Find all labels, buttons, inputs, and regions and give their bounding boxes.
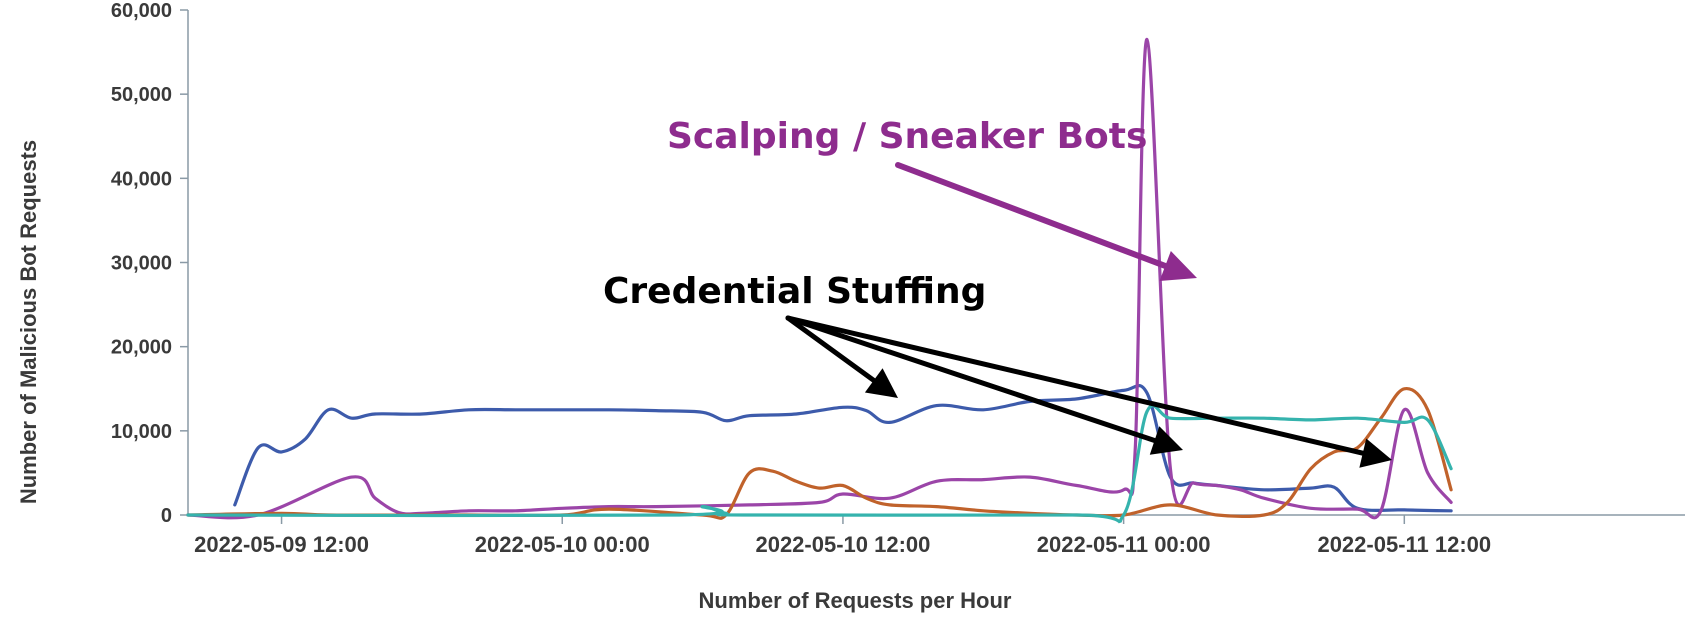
axes xyxy=(187,10,1685,516)
arrow-credential-3-head xyxy=(1359,438,1392,468)
x-tick-label: 2022-05-11 00:00 xyxy=(1037,532,1211,557)
arrow-credential-2-shaft xyxy=(785,315,1158,443)
series-line-blue xyxy=(233,383,1453,513)
x-tick-label: 2022-05-11 12:00 xyxy=(1317,532,1491,557)
y-tick-label: 50,000 xyxy=(111,84,172,106)
x-tick-label: 2022-05-10 12:00 xyxy=(755,532,930,557)
y-tick-label: 0 xyxy=(161,505,172,527)
series-line-teal xyxy=(186,403,1453,525)
x-axis-title: Number of Requests per Hour xyxy=(699,588,1012,613)
series-line-purple xyxy=(186,37,1453,520)
arrow-credential-1-head xyxy=(864,368,898,398)
x-tick-label: 2022-05-10 00:00 xyxy=(475,532,650,557)
arrow-scalping-shaft xyxy=(895,162,1169,269)
y-axis-title: Number of Malicious Bot Requests xyxy=(16,140,41,504)
y-tick-label: 40,000 xyxy=(111,168,172,190)
arrow-scalping-head xyxy=(1159,251,1197,281)
arrow-credential-3-shaft xyxy=(785,315,1366,456)
y-tick-label: 20,000 xyxy=(111,337,172,359)
x-tick-label: 2022-05-09 12:00 xyxy=(194,532,369,557)
series-layer xyxy=(186,37,1453,525)
y-tick-label: 30,000 xyxy=(111,253,172,275)
annotation-scalping: Scalping / Sneaker Bots xyxy=(667,116,1147,157)
annotation-arrows xyxy=(785,162,1392,468)
x-ticks: 2022-05-09 12:00 2022-05-10 00:00 2022-05-… xyxy=(194,515,1491,557)
y-ticks: 0 10,000 20,000 30,000 40,000 50,000 60,000 xyxy=(111,0,188,527)
arrow-credential-2-head xyxy=(1149,426,1183,455)
y-tick-label: 60,000 xyxy=(111,0,172,22)
annotation-credential-stuffing: Credential Stuffing xyxy=(603,271,986,312)
y-tick-label: 10,000 xyxy=(111,421,172,443)
arrow-credential-1-shaft xyxy=(785,315,877,383)
